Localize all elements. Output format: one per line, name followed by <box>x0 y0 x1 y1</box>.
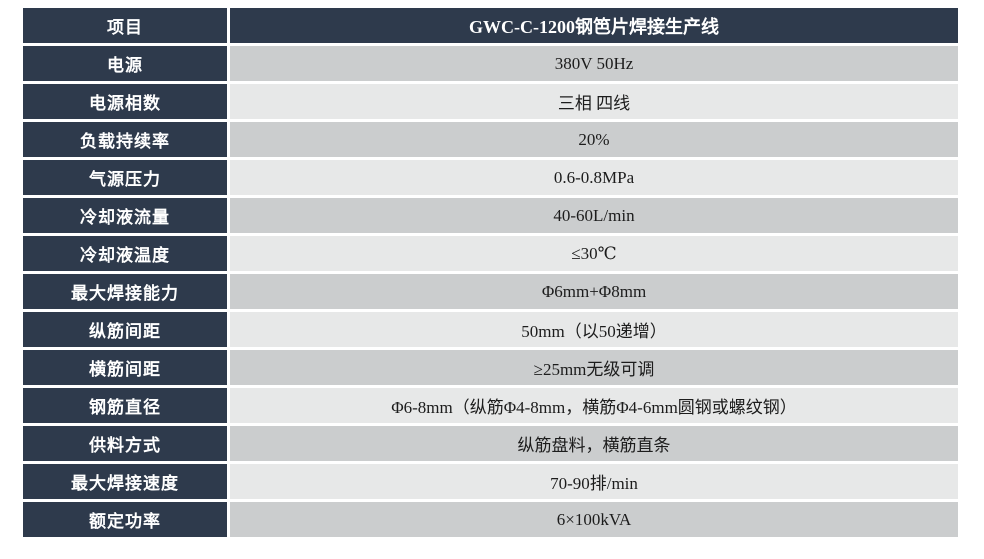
spec-row-coolant-temp: 冷却液温度 ≤30℃ <box>20 233 961 274</box>
spec-row-transverse-spacing: 横筋间距 ≥25mm无级可调 <box>20 347 961 388</box>
spec-label-cell: 气源压力 <box>20 157 230 198</box>
spec-label-cell: 冷却液流量 <box>20 195 230 236</box>
spec-row-rebar-diameter: 钢筋直径 Φ6-8mm（纵筋Φ4-8mm，横筋Φ4-6mm圆钢或螺纹钢） <box>20 385 961 426</box>
spec-row-longitudinal-spacing: 纵筋间距 50mm（以50递增） <box>20 309 961 350</box>
spec-label-cell: 电源相数 <box>20 81 230 122</box>
spec-row-power: 电源 380V 50Hz <box>20 43 961 84</box>
spec-value-cell: Φ6mm+Φ8mm <box>227 271 961 312</box>
spec-value-cell: ≥25mm无级可调 <box>227 347 961 388</box>
spec-value-cell: 40-60L/min <box>227 195 961 236</box>
spec-value-cell: 380V 50Hz <box>227 43 961 84</box>
spec-label-cell: 最大焊接速度 <box>20 461 230 502</box>
spec-value-cell: 0.6-0.8MPa <box>227 157 961 198</box>
spec-label-cell: 纵筋间距 <box>20 309 230 350</box>
spec-label-cell: 横筋间距 <box>20 347 230 388</box>
spec-row-max-weld-speed: 最大焊接速度 70-90排/min <box>20 461 961 502</box>
header-row: 项目 GWC-C-1200钢笆片焊接生产线 <box>20 5 961 46</box>
spec-row-rated-power: 额定功率 6×100kVA <box>20 499 961 540</box>
spec-label-cell: 负载持续率 <box>20 119 230 160</box>
spec-label-cell: 钢筋直径 <box>20 385 230 426</box>
spec-value-cell: 6×100kVA <box>227 499 961 540</box>
spec-value-cell: 50mm（以50递增） <box>227 309 961 350</box>
spec-row-duty-cycle: 负载持续率 20% <box>20 119 961 160</box>
spec-label-cell: 最大焊接能力 <box>20 271 230 312</box>
spec-value-cell: ≤30℃ <box>227 233 961 274</box>
spec-row-feeding-method: 供料方式 纵筋盘料，横筋直条 <box>20 423 961 464</box>
spec-table: 项目 GWC-C-1200钢笆片焊接生产线 电源 380V 50Hz 电源相数 … <box>20 5 961 540</box>
header-label-cell: 项目 <box>20 5 230 46</box>
spec-value-cell: Φ6-8mm（纵筋Φ4-8mm，横筋Φ4-6mm圆钢或螺纹钢） <box>227 385 961 426</box>
spec-row-max-weld-capacity: 最大焊接能力 Φ6mm+Φ8mm <box>20 271 961 312</box>
spec-value-cell: 纵筋盘料，横筋直条 <box>227 423 961 464</box>
spec-value-cell: 20% <box>227 119 961 160</box>
spec-label-cell: 冷却液温度 <box>20 233 230 274</box>
spec-row-coolant-flow: 冷却液流量 40-60L/min <box>20 195 961 236</box>
spec-value-cell: 70-90排/min <box>227 461 961 502</box>
spec-row-air-pressure: 气源压力 0.6-0.8MPa <box>20 157 961 198</box>
spec-label-cell: 额定功率 <box>20 499 230 540</box>
header-title-cell: GWC-C-1200钢笆片焊接生产线 <box>227 5 961 46</box>
spec-label-cell: 电源 <box>20 43 230 84</box>
spec-value-cell: 三相 四线 <box>227 81 961 122</box>
spec-label-cell: 供料方式 <box>20 423 230 464</box>
spec-row-power-phases: 电源相数 三相 四线 <box>20 81 961 122</box>
